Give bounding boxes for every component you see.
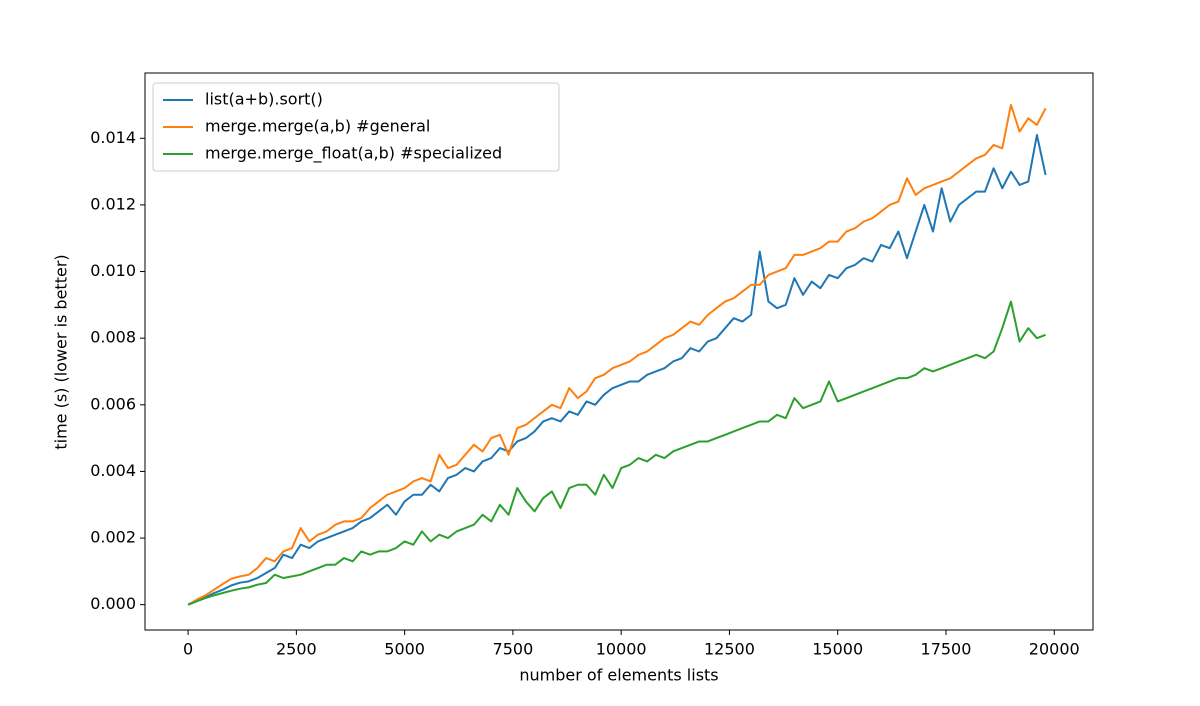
legend-label: merge.merge_float(a,b) #specialized [205,144,502,164]
series-line [187,103,1047,606]
x-axis-label: number of elements lists [519,666,718,685]
y-tick-label: 0.008 [90,328,136,347]
x-tick-label: 17500 [921,640,972,659]
legend-label: list(a+b).sort() [205,90,323,109]
legend-box [152,82,560,172]
x-tick-label: 12500 [704,640,755,659]
y-tick-label: 0.004 [90,461,136,480]
y-axis-label: time (s) (lower is better) [52,254,71,449]
y-tick-label: 0.010 [90,261,136,280]
series-line [187,133,1047,606]
y-tick-label: 0.000 [90,594,136,613]
legend-label: merge.merge(a,b) #general [205,117,430,136]
x-tick-label: 0 [183,640,193,659]
x-tick-label: 15000 [812,640,863,659]
y-tick-label: 0.006 [90,394,136,413]
x-tick-label: 7500 [493,640,534,659]
y-tick-label: 0.012 [90,194,136,213]
y-tick-label: 0.014 [90,128,136,147]
x-tick-label: 2500 [276,640,317,659]
x-tick-label: 5000 [384,640,425,659]
x-tick-label: 20000 [1029,640,1080,659]
x-tick-label: 10000 [596,640,647,659]
series-line [187,300,1046,606]
plot-frame [144,72,1094,631]
y-tick-label: 0.002 [90,528,136,547]
